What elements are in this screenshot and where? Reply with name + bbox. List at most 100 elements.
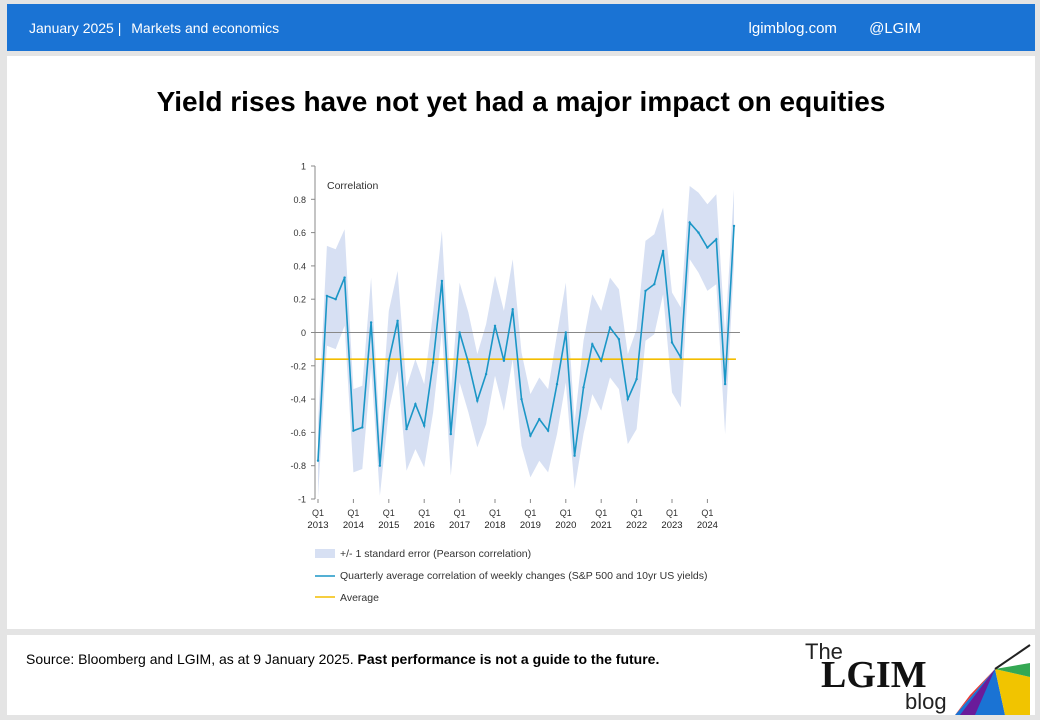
x-tick-quarter-label: Q1 — [312, 508, 324, 518]
correlation-point — [423, 424, 426, 427]
x-tick-quarter-label: Q1 — [595, 508, 607, 518]
correlation-point — [316, 459, 320, 462]
y-tick-label: 0.6 — [293, 228, 306, 238]
correlation-point — [697, 231, 700, 234]
correlation-point — [484, 372, 488, 376]
chart-panel: Yield rises have not yet had a major imp… — [7, 56, 1035, 629]
correlation-point — [608, 326, 612, 329]
correlation-point — [670, 341, 674, 344]
correlation-point — [635, 377, 638, 381]
y-tick-label: -0.6 — [290, 428, 306, 438]
x-tick-year-label: 2019 — [520, 520, 541, 531]
legend-average-label: Average — [340, 592, 379, 604]
x-tick-quarter-label: Q1 — [489, 508, 501, 518]
x-tick-quarter-label: Q1 — [347, 508, 359, 518]
x-tick-quarter-label: Q1 — [631, 508, 643, 518]
legend-band-swatch — [315, 549, 335, 558]
correlation-point — [538, 417, 541, 421]
x-tick-year-label: 2013 — [307, 520, 328, 531]
correlation-point — [715, 238, 718, 241]
x-tick-quarter-label: Q1 — [383, 508, 395, 518]
correlation-point — [405, 427, 408, 431]
correlation-point — [369, 321, 373, 324]
source-text: Source: Bloomberg and LGIM, as at 9 Janu… — [26, 651, 354, 667]
x-tick-quarter-label: Q1 — [418, 508, 430, 518]
x-tick-year-label: 2016 — [414, 520, 435, 531]
correlation-point — [343, 276, 346, 279]
y-tick-label: 1 — [301, 162, 306, 172]
correlation-point — [706, 246, 709, 249]
y-tick-label: -0.2 — [290, 361, 306, 371]
x-tick-year-label: 2018 — [484, 520, 505, 531]
correlation-point — [591, 343, 594, 346]
x-tick-year-label: 2024 — [697, 520, 718, 531]
correlation-point — [520, 397, 523, 401]
source-note: Source: Bloomberg and LGIM, as at 9 Janu… — [26, 651, 659, 667]
x-tick-year-label: 2022 — [626, 520, 647, 531]
footer: Source: Bloomberg and LGIM, as at 9 Janu… — [7, 635, 1035, 715]
page-title: Yield rises have not yet had a major imp… — [156, 86, 886, 117]
x-tick-year-label: 2017 — [449, 520, 470, 531]
correlation-point — [661, 249, 665, 253]
header-separator: | — [117, 20, 122, 36]
correlation-point — [644, 289, 647, 293]
legend-band-label: +/- 1 standard error (Pearson correlatio… — [340, 548, 531, 560]
logo-blog: blog — [905, 689, 947, 714]
correlation-chart: 1 0.8 0.6 0.4 0.2 0 -0.2 -0.4 -0.6 -0.8 -1 Q1 2013 Q1… — [290, 162, 740, 604]
y-tick-label: 0 — [301, 328, 306, 338]
twitter-handle-link[interactable]: @LGIM — [869, 20, 921, 37]
x-tick-year-label: 2015 — [378, 520, 399, 531]
correlation-point — [458, 331, 461, 334]
correlation-point — [653, 283, 656, 286]
correlation-point — [617, 338, 621, 341]
correlation-point — [555, 382, 559, 386]
correlation-point — [440, 279, 444, 283]
correlation-point — [546, 429, 550, 432]
correlation-point — [467, 361, 470, 364]
correlation-point — [352, 429, 355, 432]
x-tick-quarter-label: Q1 — [560, 508, 572, 518]
correlation-point — [414, 402, 417, 406]
logo-the: The — [805, 639, 843, 664]
x-tick-year-label: 2021 — [591, 520, 612, 531]
correlation-point — [600, 359, 603, 362]
y-tick-label: -1 — [298, 495, 306, 505]
correlation-point — [582, 386, 585, 389]
y-tick-label: 0.4 — [293, 261, 306, 271]
legend-line-label: Quarterly average correlation of weekly … — [340, 570, 708, 582]
correlation-point — [378, 464, 382, 467]
header-bar: January 2025 | Markets and economics lgi… — [7, 4, 1035, 51]
correlation-point — [573, 454, 576, 457]
x-tick-quarter-label: Q1 — [524, 508, 536, 518]
correlation-point — [493, 324, 497, 327]
correlation-point — [688, 221, 691, 224]
logo-lgim: LGIM — [821, 654, 927, 696]
correlation-point — [732, 224, 736, 228]
correlation-point — [396, 319, 399, 322]
site-link[interactable]: lgimblog.com — [748, 20, 837, 37]
correlation-point — [387, 359, 390, 362]
x-tick-year-label: 2023 — [661, 520, 682, 531]
correlation-point — [361, 426, 364, 429]
umbrella-icon — [955, 644, 1031, 715]
correlation-point — [564, 331, 567, 334]
header-section: Markets and economics — [131, 20, 280, 36]
correlation-point — [511, 308, 514, 311]
x-tick-quarter-label: Q1 — [666, 508, 678, 518]
y-tick-label: 0.8 — [293, 195, 306, 205]
header-left: January 2025 | Markets and economics — [29, 20, 279, 36]
correlation-point — [476, 399, 479, 402]
header-right: lgimblog.com @LGIM — [721, 20, 921, 37]
disclaimer-text: Past performance is not a guide to the f… — [357, 651, 660, 667]
y-tick-label: -0.4 — [290, 395, 306, 405]
correlation-point — [723, 382, 727, 386]
correlation-point — [325, 294, 329, 298]
x-tick-year-label: 2014 — [343, 520, 364, 531]
y-tick-label: 0.2 — [293, 295, 306, 305]
correlation-point — [431, 361, 435, 364]
x-tick-quarter-label: Q1 — [454, 508, 466, 518]
correlation-point — [502, 359, 506, 362]
correlation-point — [679, 356, 682, 359]
correlation-point — [529, 434, 532, 437]
lgim-blog-logo: The LGIM blog — [805, 639, 1031, 715]
